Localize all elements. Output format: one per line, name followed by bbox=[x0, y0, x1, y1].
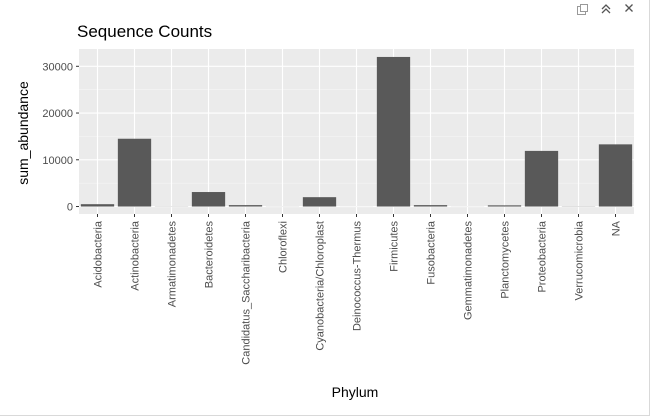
x-tick-label: Firmicutes bbox=[389, 221, 401, 272]
y-tick-label: 30000 bbox=[42, 61, 73, 73]
bar-candidatus-saccharibacteria bbox=[228, 205, 263, 207]
bar-cyanobacteria-chloroplast bbox=[302, 197, 337, 207]
x-tick-label: Gemmatimonadetes bbox=[463, 221, 475, 321]
bar-firmicutes bbox=[376, 56, 411, 207]
x-tick-label: Acidobacteria bbox=[93, 220, 105, 288]
x-tick-label: Chloroflexi bbox=[278, 221, 290, 273]
y-tick-label: 0 bbox=[67, 202, 73, 214]
x-tick-label: Cyanobacteria/Chloroplast bbox=[315, 221, 327, 351]
x-axis: Acidobacteria Actinobacteria Armatimonadet… bbox=[93, 214, 623, 365]
chart-title: Sequence Counts bbox=[77, 22, 212, 41]
bar-acidobacteria bbox=[80, 204, 115, 207]
collapse-icon[interactable] bbox=[600, 3, 614, 17]
x-axis-title: Phylum bbox=[332, 384, 379, 400]
bar-na bbox=[598, 144, 633, 207]
x-tick-label: Planctomycetes bbox=[500, 221, 512, 299]
bars bbox=[80, 56, 633, 207]
x-tick-label: NA bbox=[611, 220, 623, 236]
y-tick-label: 20000 bbox=[42, 108, 73, 120]
x-tick-label: Proteobacteria bbox=[537, 220, 549, 292]
y-tick-label: 10000 bbox=[42, 155, 73, 167]
window-controls bbox=[576, 3, 638, 17]
x-tick-label: Candidatus_Saccharibacteria bbox=[241, 220, 253, 365]
x-tick-label: Bacteroidetes bbox=[204, 221, 216, 289]
popout-icon[interactable] bbox=[576, 3, 590, 17]
bar-actinobacteria bbox=[117, 138, 152, 207]
y-axis: 0 10000 20000 30000 bbox=[42, 61, 79, 214]
x-tick-label: Actinobacteria bbox=[130, 220, 142, 291]
y-axis-title: sum_abundance bbox=[15, 81, 31, 185]
x-tick-label: Fusobacteria bbox=[426, 220, 438, 284]
close-icon[interactable] bbox=[624, 3, 638, 17]
bar-bacteroidetes bbox=[191, 192, 226, 207]
x-tick-label: Armatimonadetes bbox=[167, 221, 179, 308]
bar-planctomycetes bbox=[487, 205, 522, 207]
bar-fusobacteria bbox=[413, 205, 448, 207]
x-tick-label: Verrucomicrobia bbox=[574, 220, 586, 300]
x-tick-label: Deinococcus-Thermus bbox=[352, 221, 364, 332]
bar-proteobacteria bbox=[524, 150, 559, 207]
